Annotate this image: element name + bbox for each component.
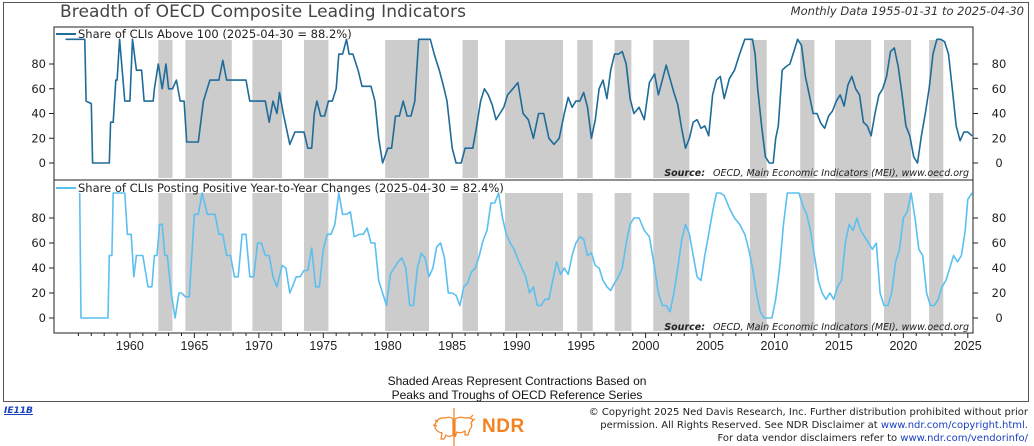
xtick-label-2020: 2020 <box>889 339 917 353</box>
contraction-shade-top-1 <box>185 40 232 178</box>
bot-ytick-label-left-0: 0 <box>39 311 46 325</box>
xtick-label-1980: 1980 <box>374 339 402 353</box>
contraction-shade-top-11 <box>800 40 815 178</box>
contraction-shade-bot-13 <box>884 193 912 331</box>
contraction-shade-bot-4 <box>385 193 429 331</box>
xtick-label-2000: 2000 <box>632 339 660 353</box>
copyright-block: © Copyright 2025 Ned Davis Research, Inc… <box>589 406 1028 446</box>
x-axis: 1960 1965 1970 1975 1980 1985 1990 1995 2000 2005… <box>77 333 982 353</box>
top-ytick-label-right-20: 20 <box>992 131 1007 145</box>
copyright-line3-text: For data vendor disclaimers refer to <box>717 433 901 445</box>
xtick-label-1960: 1960 <box>116 339 144 353</box>
contraction-shade-bot-5 <box>462 193 478 331</box>
ndr-brand: NDR <box>482 416 525 437</box>
top-series-line <box>65 38 973 164</box>
top-ytick-label-left-80: 80 <box>31 57 46 71</box>
bot-ytick-label-left-80: 80 <box>31 211 46 225</box>
top-source-note: Source: OECD, Main Economic Indicators (M… <box>664 168 969 179</box>
bottom-source-text: OECD, Main Economic Indicators (MEI), ww… <box>713 322 969 333</box>
contraction-shade-bot-0 <box>158 193 173 331</box>
contraction-shade-bot-11 <box>800 193 815 331</box>
contraction-shade-bot-7 <box>577 193 593 331</box>
bot-ytick-label-right-60: 60 <box>992 236 1007 250</box>
contraction-shade-top-12 <box>835 40 872 178</box>
chart-title: Breadth of OECD Composite Leading Indica… <box>60 2 467 22</box>
contraction-shade-top-7 <box>577 40 593 178</box>
copyright-line1: © Copyright 2025 Ned Davis Research, Inc… <box>588 407 1028 418</box>
top-ytick-label-left-60: 60 <box>31 82 46 96</box>
copyright-line3: For data vendor disclaimers refer to www… <box>589 432 1028 445</box>
xtick-label-2015: 2015 <box>825 339 853 353</box>
contraction-shade-bot-12 <box>835 193 872 331</box>
chart-subtitle: Monthly Data 1955-01-31 to 2025-04-30 <box>790 4 1024 18</box>
contraction-shade-top-8 <box>614 40 632 178</box>
xtick-label-1975: 1975 <box>309 339 337 353</box>
bottom-source-note: Source: OECD, Main Economic Indicators (M… <box>664 322 969 333</box>
copyright-link[interactable]: www.ndr.com/copyright.html. <box>880 420 1028 432</box>
contraction-shade-top-6 <box>505 40 564 178</box>
contraction-shade-top-14 <box>929 40 944 178</box>
contraction-shade-top-4 <box>385 40 429 178</box>
top-ytick-label-left-20: 20 <box>31 131 46 145</box>
copyright-line2-text: permission. All Rights Reserved. See NDR… <box>600 420 881 432</box>
contraction-shade-top-10 <box>749 40 767 178</box>
xtick-label-1985: 1985 <box>438 339 466 353</box>
bot-ytick-label-right-20: 20 <box>992 286 1007 300</box>
bot-ytick-label-right-0: 0 <box>995 311 1002 325</box>
top-ytick-label-right-40: 40 <box>992 107 1007 121</box>
top-ytick-label-left-0: 0 <box>39 156 46 170</box>
vendor-info-link[interactable]: www.ndr.com/vendorinfo/ <box>900 433 1028 445</box>
bottom-legend-label: Share of CLIs Posting Positive Year-to-Y… <box>78 181 504 195</box>
top-source-text: OECD, Main Economic Indicators (MEI), ww… <box>713 168 969 179</box>
bot-ytick-label-left-40: 40 <box>31 261 46 275</box>
ndr-logo: NDR <box>432 408 525 446</box>
contraction-shade-top-0 <box>158 40 173 178</box>
contraction-shade-top-5 <box>462 40 478 178</box>
bot-ytick-label-right-80: 80 <box>992 211 1007 225</box>
bot-ytick-label-left-20: 20 <box>31 286 46 300</box>
top-ytick-label-right-60: 60 <box>992 82 1007 96</box>
contraction-shade-bot-14 <box>929 193 944 331</box>
contraction-shading <box>158 40 944 331</box>
contraction-shade-top-3 <box>303 40 329 178</box>
contraction-shade-bot-10 <box>749 193 767 331</box>
copyright-line2: permission. All Rights Reserved. See NDR… <box>589 419 1028 432</box>
chart-id-link[interactable]: IE11B <box>4 406 33 416</box>
bottom-y-axis: 0 0 20 20 40 40 60 60 80 80 <box>31 211 1006 325</box>
top-ytick-label-right-80: 80 <box>992 57 1007 71</box>
contraction-shade-bot-2 <box>252 193 283 331</box>
contraction-shade-bot-1 <box>185 193 232 331</box>
shading-note-line2: Peaks and Troughs of OECD Reference Seri… <box>391 388 643 402</box>
top-ytick-label-left-40: 40 <box>31 107 46 121</box>
chart-frame <box>3 2 1029 402</box>
xtick-label-2025: 2025 <box>954 339 982 353</box>
top-ytick-label-right-0: 0 <box>995 156 1002 170</box>
top-legend-label: Share of CLIs Above 100 (2025-04-30 = 88… <box>78 27 352 41</box>
bull-bear-icon <box>432 408 476 446</box>
bottom-series-line <box>78 192 973 319</box>
xtick-label-1990: 1990 <box>503 339 531 353</box>
contraction-shade-top-9 <box>653 40 690 178</box>
contraction-shade-bot-6 <box>505 193 564 331</box>
xtick-label-2005: 2005 <box>696 339 724 353</box>
bot-ytick-label-right-40: 40 <box>992 261 1007 275</box>
xtick-label-1965: 1965 <box>180 339 208 353</box>
bottom-panel: Share of CLIs Posting Positive Year-to-Y… <box>31 179 1006 334</box>
contraction-shade-bot-3 <box>303 193 329 331</box>
top-y-axis: 0 0 20 20 40 40 60 60 80 80 <box>31 57 1006 170</box>
xtick-label-1970: 1970 <box>245 339 273 353</box>
bottom-panel-border <box>53 179 974 334</box>
xtick-label-2010: 2010 <box>761 339 789 353</box>
shading-note-line1: Shaded Areas Represent Contractions Base… <box>387 374 647 388</box>
top-source-label: Source: <box>664 168 705 179</box>
contraction-shade-bot-9 <box>653 193 690 331</box>
bottom-source-label: Source: <box>664 322 705 333</box>
xtick-label-1995: 1995 <box>567 339 595 353</box>
bot-ytick-label-left-60: 60 <box>31 236 46 250</box>
